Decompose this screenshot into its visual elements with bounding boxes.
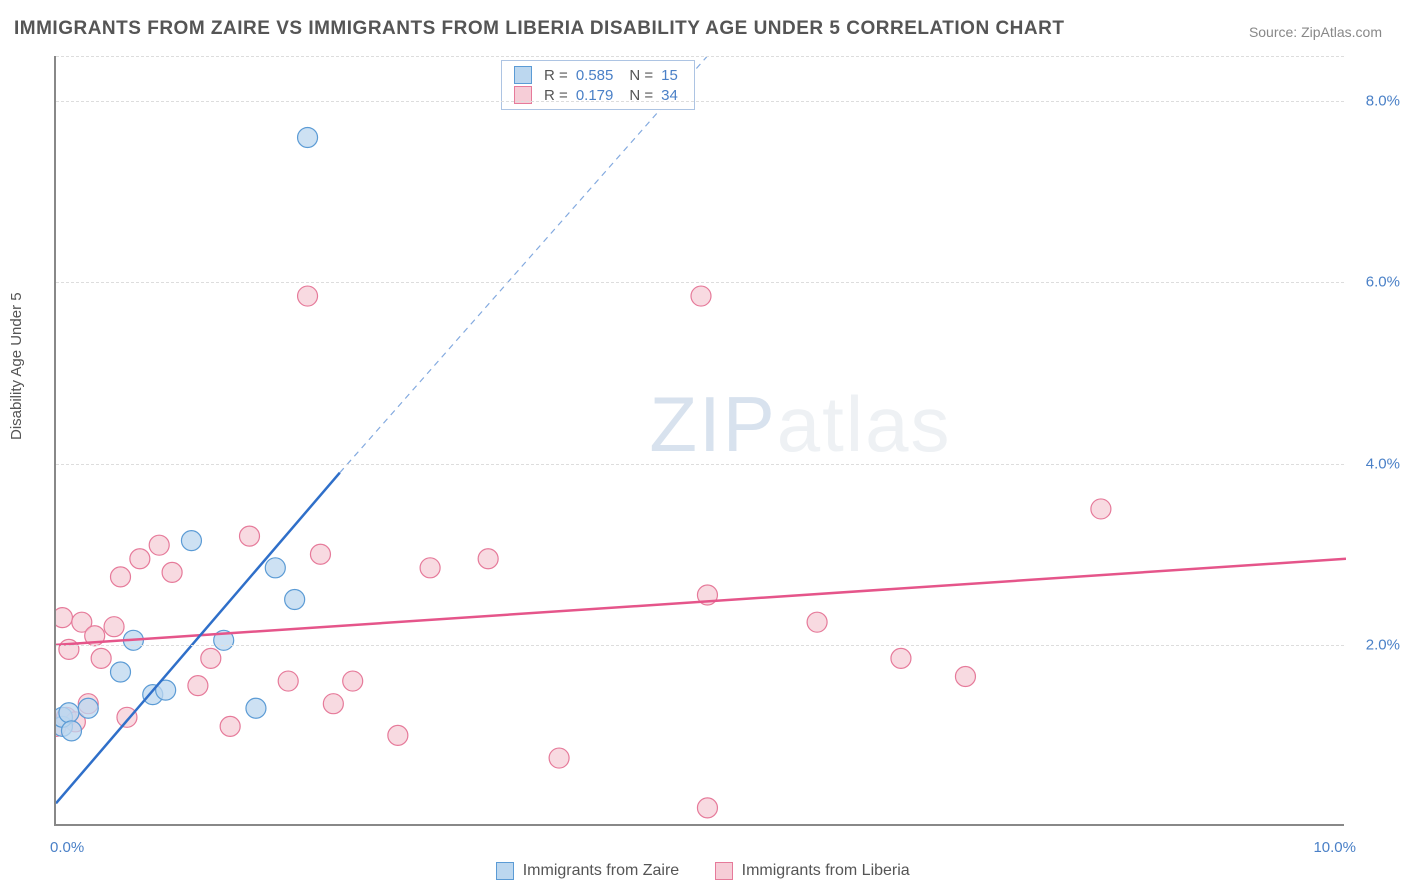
plot-area: ZIPatlas R =0.585N =15R =0.179N =34 0.0%… [54,56,1344,826]
scatter-svg [56,56,1346,826]
y-axis-label: Disability Age Under 5 [8,292,25,440]
legend-item: Immigrants from Zaire [496,862,679,879]
stats-legend: R =0.585N =15R =0.179N =34 [501,60,695,110]
y-tick: 6.0% [1366,274,1400,291]
x-tick-min: 0.0% [50,839,84,856]
source-attribution: Source: ZipAtlas.com [1249,24,1382,40]
y-tick: 4.0% [1366,455,1400,472]
y-tick: 2.0% [1366,636,1400,653]
y-tick: 8.0% [1366,93,1400,110]
chart-container: IMMIGRANTS FROM ZAIRE VS IMMIGRANTS FROM… [0,0,1406,892]
x-tick-max: 10.0% [1313,839,1356,856]
legend-item: Immigrants from Liberia [715,862,910,879]
series-legend: Immigrants from Zaire Immigrants from Li… [0,862,1406,880]
chart-title: IMMIGRANTS FROM ZAIRE VS IMMIGRANTS FROM… [14,18,1064,40]
